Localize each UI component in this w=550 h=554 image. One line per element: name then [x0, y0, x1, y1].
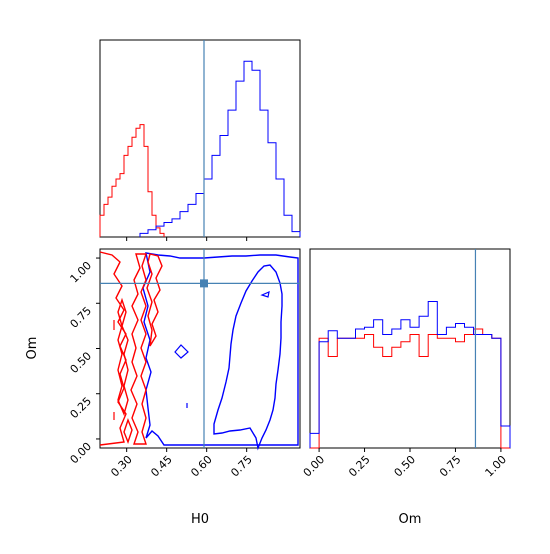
tick-label-om-x-1: 0.25: [346, 453, 373, 480]
contour-red-outer: [99, 251, 127, 446]
x-axis-label-om: Om: [399, 512, 422, 527]
contour-blue-inner: [213, 264, 283, 451]
hist-om-layer: [309, 301, 511, 449]
tick-label-om-x-3: 0.75: [437, 453, 464, 480]
contour-red-ring-3: [117, 297, 129, 417]
tick-label-h0-3: 0.75: [228, 453, 255, 480]
tick-label-om-x-4: 1.00: [483, 453, 510, 480]
hist-om-red-series: [310, 328, 510, 449]
hist-om-blue-series: [309, 301, 511, 448]
contour-blue-outer: [142, 252, 299, 446]
tick-label-om-y-3: 0.75: [68, 304, 95, 331]
contour-red-ring-1: [130, 253, 147, 445]
tick-label-om-y-1: 0.25: [68, 395, 95, 422]
tick-label-om-y-4: 1.00: [68, 259, 95, 286]
contour-red-ring-2: [146, 253, 163, 347]
hist-h0-layer: [99, 60, 301, 237]
hist-h0-red-series: [99, 124, 165, 237]
hist-h0-blue-series: [139, 60, 301, 237]
truth-lines-layer: [100, 40, 477, 448]
hist-h0-panel: [99, 39, 301, 238]
y-axis-label-om: Om: [25, 337, 40, 360]
tick-label-om-y-0: 0.00: [68, 440, 95, 467]
contour-blue-mark-1: [174, 344, 189, 359]
tick-label-om-y-2: 0.50: [68, 349, 95, 376]
contour-red-ring-4: [123, 417, 133, 445]
contour-blue-mark-3: [260, 290, 270, 298]
x-axis-label-h0: H0: [191, 512, 209, 527]
hist-om-panel: [309, 248, 511, 449]
tick-label-om-x-2: 0.50: [392, 453, 419, 480]
tick-label-h0-2: 0.60: [188, 453, 215, 480]
tick-label-om-x-0: 0.00: [301, 453, 328, 480]
tick-label-h0-0: 0.30: [108, 453, 135, 480]
truth-point-marker: [200, 279, 208, 288]
tick-label-h0-1: 0.45: [148, 453, 175, 480]
contour-layer: [99, 251, 299, 451]
